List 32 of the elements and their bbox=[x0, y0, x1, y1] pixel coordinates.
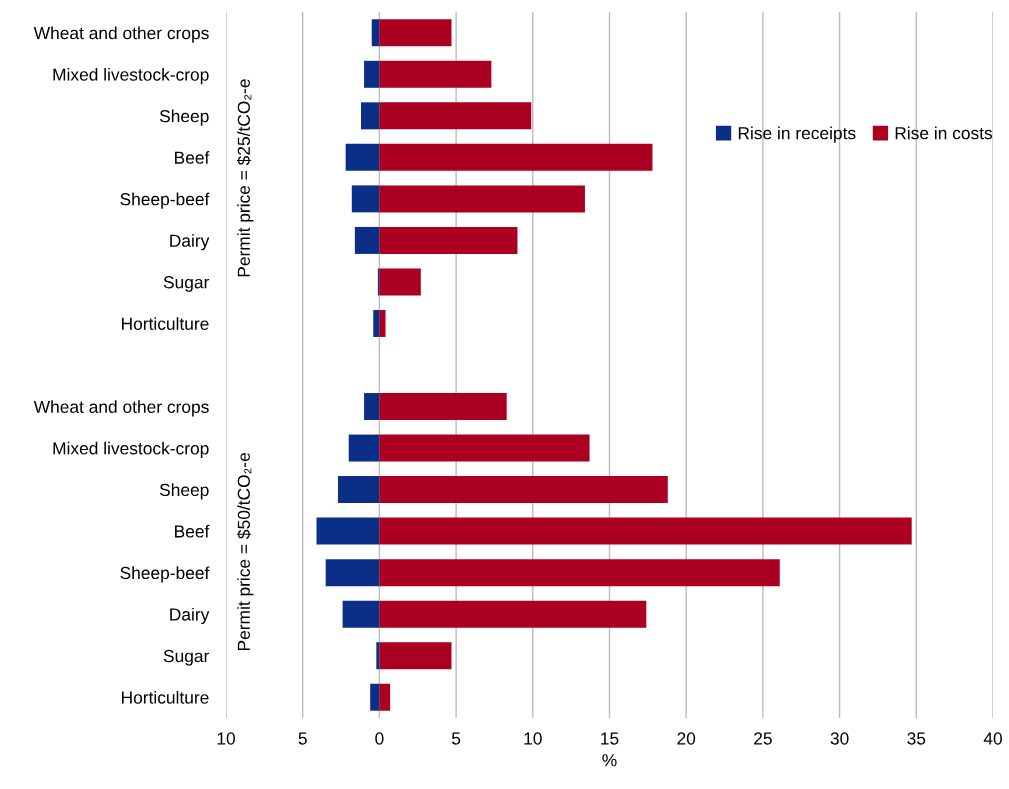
x-tick-label: 25 bbox=[754, 732, 772, 745]
legend-label: Rise in costs bbox=[895, 126, 993, 140]
x-axis-title: % bbox=[602, 754, 617, 767]
x-tick-label: 0 bbox=[375, 732, 384, 745]
y-tick-label: Sheep-beef bbox=[120, 192, 210, 209]
x-tick-label: 35 bbox=[907, 732, 926, 745]
legend-label: Rise in receipts bbox=[738, 126, 856, 143]
y-tick-label: Wheat and other crops bbox=[33, 26, 209, 43]
y-tick-label: Horticulture bbox=[122, 690, 209, 704]
y-tick-label: Mixed livestock-crop bbox=[53, 441, 209, 458]
x-tick-label: 5 bbox=[451, 732, 461, 745]
x-tick-label: 15 bbox=[601, 732, 619, 745]
y-tick-label: Beef bbox=[175, 151, 210, 164]
y-tick-label: Dairy bbox=[170, 234, 210, 251]
x-tick-label: 40 bbox=[983, 732, 1002, 745]
y-tick-label: Wheat and other crops bbox=[33, 400, 209, 417]
x-tick-label: 20 bbox=[677, 732, 696, 745]
x-tick-label: 10 bbox=[524, 732, 542, 745]
y-tick-label: Mixed livestock-crop bbox=[53, 68, 209, 85]
y-tick-label: Sheep-beef bbox=[120, 566, 210, 583]
y-tick-label: Dairy bbox=[170, 607, 210, 625]
y-tick-label: Horticulture bbox=[122, 317, 209, 330]
x-tick-label: 10 bbox=[217, 732, 235, 745]
y-tick-label: Sugar bbox=[163, 649, 210, 666]
x-tick-label: 30 bbox=[830, 732, 849, 745]
y-tick-label: Beef bbox=[175, 524, 210, 538]
annotation: Permit price = $25/tCO₂-e bbox=[236, 79, 254, 277]
x-tick-label: 5 bbox=[298, 732, 307, 745]
y-tick-label: Sheep bbox=[159, 109, 209, 126]
y-tick-label: Sugar bbox=[163, 276, 210, 292]
y-tick-label: Sheep bbox=[159, 483, 209, 500]
annotation: Permit price = $50/tCO₂-e bbox=[236, 453, 254, 651]
